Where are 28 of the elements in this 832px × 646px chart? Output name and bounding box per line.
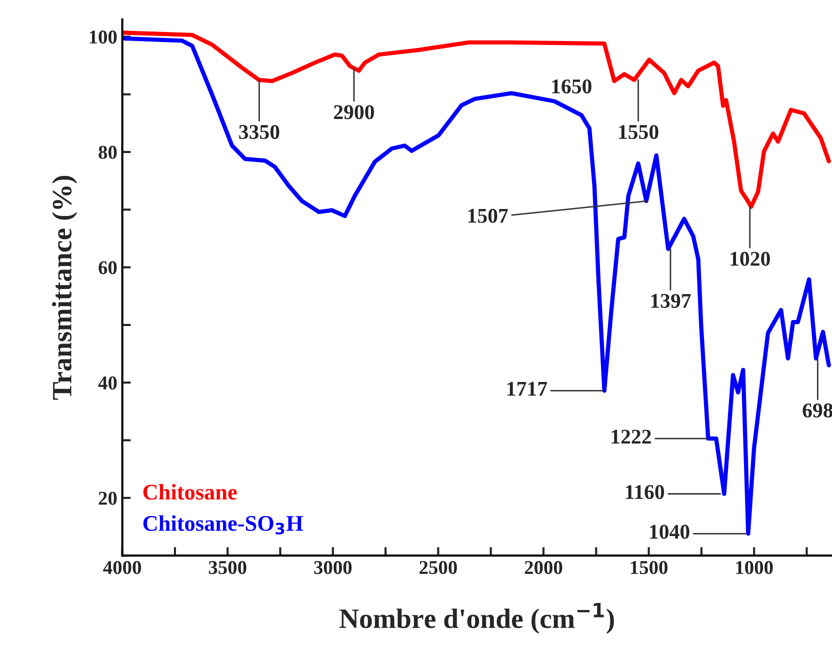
- annotation: 1020: [730, 252, 770, 266]
- annotation: 1160: [626, 485, 664, 500]
- x-tick-label: 1500: [630, 560, 668, 574]
- annotation: 1550: [619, 124, 658, 140]
- annotation: 3350: [239, 124, 280, 140]
- x-tick-label: 3500: [208, 560, 246, 574]
- line-series: [122, 30, 831, 209]
- annotation: 2900: [334, 105, 374, 120]
- y-tick-label: 60: [98, 261, 117, 274]
- annotation: 1040: [650, 524, 690, 539]
- text: Chitosane-SO$_{3}$H: [143, 515, 303, 535]
- y-tick-label: 100: [90, 30, 117, 44]
- x-tick-label: 4000: [103, 560, 142, 574]
- annotation: 1397: [651, 294, 691, 308]
- x-tick-label: 1000: [736, 560, 773, 574]
- annotation: 1717: [508, 382, 548, 396]
- x-tick-label: 2000: [524, 560, 562, 574]
- y-tick-label: 20: [98, 492, 117, 505]
- text: Chitosane: [143, 484, 237, 500]
- annotation: 1507: [468, 208, 508, 223]
- y-tick-label: 40: [98, 376, 117, 390]
- y-axis-title: Transmittance (%): [52, 176, 78, 400]
- annotation: 1222: [612, 430, 651, 444]
- annotation: 1650: [552, 79, 592, 94]
- x-axis-title: Nombre d'onde (cm$^{−1}$): [339, 603, 614, 634]
- x-tick-label: 3000: [314, 560, 352, 574]
- x-tick-label: 2500: [420, 560, 457, 574]
- y-tick-label: 80: [98, 146, 117, 159]
